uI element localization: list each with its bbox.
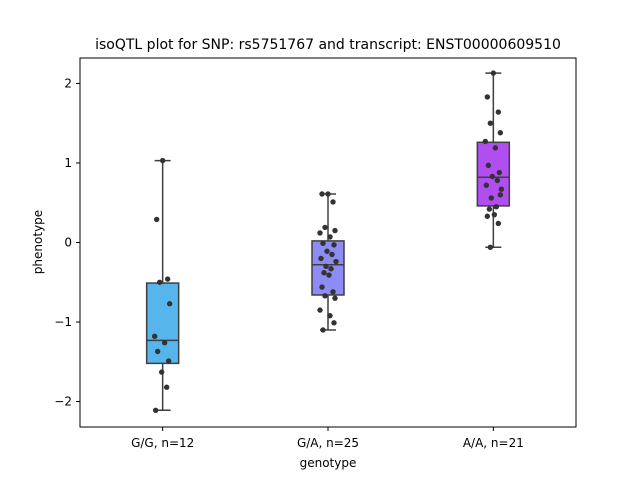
data-point: [497, 130, 504, 136]
data-point: [329, 251, 335, 258]
data-point: [490, 70, 497, 76]
data-point: [495, 109, 502, 115]
data-point: [485, 162, 492, 169]
iqr-box: [145, 282, 180, 365]
x-tick-label: A/A, n=21: [463, 436, 524, 450]
data-point: [153, 216, 160, 223]
data-point: [493, 204, 500, 210]
y-tick-label: 1: [64, 156, 72, 170]
data-point: [166, 301, 173, 307]
data-point: [317, 307, 323, 313]
data-point: [326, 272, 332, 278]
data-point: [154, 348, 161, 355]
data-point: [158, 369, 165, 375]
data-point: [324, 248, 330, 254]
data-point: [331, 320, 337, 326]
y-tick-label: −2: [54, 395, 72, 409]
data-point: [332, 295, 338, 301]
data-point: [327, 312, 333, 319]
data-point: [318, 255, 324, 262]
data-point: [165, 358, 172, 364]
data-point: [151, 333, 158, 340]
data-point: [331, 242, 337, 248]
plot-area: [145, 70, 511, 413]
data-point: [317, 230, 323, 236]
data-point: [491, 211, 498, 218]
y-axis-label: phenotype: [31, 210, 45, 274]
box-group: [145, 157, 180, 413]
x-tick-label: G/G, n=12: [131, 436, 194, 450]
data-point: [492, 145, 499, 151]
data-point: [486, 206, 493, 212]
data-point: [494, 177, 501, 184]
data-point: [322, 293, 328, 299]
y-tick-label: 2: [64, 76, 72, 90]
x-axis-label: genotype: [300, 456, 357, 470]
box-group: [311, 191, 345, 333]
data-point: [484, 94, 491, 100]
data-point: [495, 220, 502, 227]
data-point: [496, 169, 503, 176]
data-point: [497, 192, 504, 198]
data-point: [152, 407, 159, 413]
chart-title: isoQTL plot for SNP: rs5751767 and trans…: [95, 37, 561, 53]
data-point: [489, 173, 496, 180]
data-point: [498, 186, 505, 192]
data-point: [333, 258, 339, 265]
data-point: [320, 327, 326, 333]
data-point: [321, 270, 327, 276]
data-point: [159, 157, 166, 164]
data-point: [161, 340, 168, 346]
data-point: [328, 266, 334, 272]
y-tick-label: −1: [54, 315, 72, 329]
data-point: [319, 284, 325, 290]
data-point: [332, 227, 338, 234]
data-point: [487, 244, 494, 250]
data-point: [322, 224, 328, 231]
data-point: [482, 138, 489, 145]
data-point: [484, 213, 491, 219]
data-point: [325, 191, 331, 197]
data-point: [164, 276, 171, 282]
data-point: [163, 384, 170, 390]
data-point: [327, 234, 333, 240]
data-point: [156, 279, 163, 285]
data-point: [330, 289, 336, 295]
data-point: [323, 263, 329, 270]
x-tick-label: G/A, n=25: [297, 436, 359, 450]
data-point: [488, 195, 495, 201]
y-tick-label: 0: [64, 236, 72, 250]
data-point: [330, 199, 336, 205]
axes: G/G, n=12 G/A, n=25 A/A, n=21 −2 −1 0 1 2: [54, 76, 524, 450]
data-point: [320, 240, 326, 246]
data-point: [319, 191, 325, 197]
data-point: [483, 182, 490, 188]
data-point: [487, 120, 494, 126]
box-group: [476, 70, 511, 250]
